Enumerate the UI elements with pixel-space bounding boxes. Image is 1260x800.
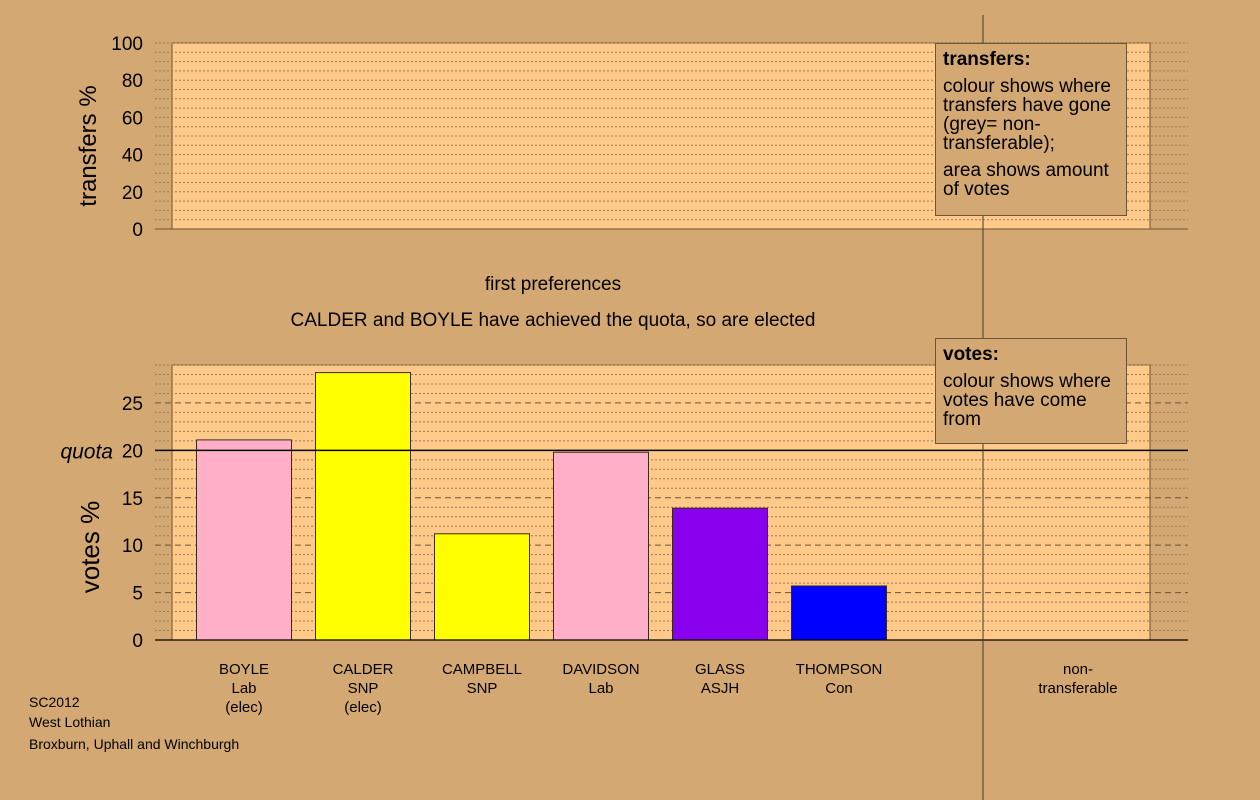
votes-y-tick-label: 10 <box>122 536 143 557</box>
stage-subtitle: CALDER and BOYLE have achieved the quota… <box>291 310 816 331</box>
stage-title: first preferences <box>485 274 621 295</box>
votes-y-axis-label: votes % <box>75 501 105 594</box>
vote-bar <box>196 439 292 641</box>
vote-bar <box>553 451 649 641</box>
vote-bar <box>672 507 768 641</box>
footer-election: SC2012 <box>29 694 80 710</box>
candidate-label-line: SNP <box>348 680 379 697</box>
transfers-y-tick-label: 60 <box>122 108 143 129</box>
vote-bar <box>315 372 411 641</box>
candidate-label-line: SNP <box>467 680 498 697</box>
transfers-legend: transfers: colour shows where transfers … <box>935 43 1127 216</box>
votes-y-tick-label: 15 <box>122 489 143 510</box>
transfers-y-tick-label: 0 <box>132 220 143 241</box>
votes-legend-title: votes: <box>943 344 999 365</box>
transfers-legend-area-note: area shows amount of votes <box>943 160 1109 200</box>
transfers-legend-colour-note: colour shows where transfers have gone (… <box>943 76 1111 154</box>
transfers-y-tick-label: 100 <box>111 34 143 55</box>
candidate-label-line: CAMPBELL <box>442 661 522 678</box>
candidate-label-line: THOMPSON <box>796 661 883 678</box>
candidate-label-line: GLASS <box>695 661 745 678</box>
votes-y-tick-label: 25 <box>122 394 143 415</box>
nontransferable-label-line: non- <box>1063 661 1093 678</box>
votes-legend-colour-note: colour shows where votes have come from <box>943 371 1111 430</box>
candidate-label-line: DAVIDSON <box>562 661 639 678</box>
transfers-y-tick-label: 40 <box>122 146 143 167</box>
candidate-label-line: (elec) <box>225 699 263 716</box>
footer-ward: Broxburn, Uphall and Winchburgh <box>29 736 240 752</box>
footer-council: West Lothian <box>29 714 111 730</box>
vote-bar <box>434 533 530 641</box>
candidate-label-line: Lab <box>231 680 256 697</box>
votes-y-tick-label: 20 <box>122 441 143 462</box>
candidate-label-line: CALDER <box>333 661 394 678</box>
candidate-label-line: Lab <box>588 680 613 697</box>
candidate-label-line: BOYLE <box>219 661 269 678</box>
nontransferable-label-line: transferable <box>1038 680 1117 697</box>
candidate-label-line: ASJH <box>701 680 739 697</box>
transfers-y-tick-label: 20 <box>122 183 143 204</box>
votes-legend: votes: colour shows where votes have com… <box>935 338 1127 444</box>
candidate-label-line: (elec) <box>344 699 382 716</box>
votes-y-tick-label: 5 <box>132 584 143 605</box>
transfers-y-tick-label: 80 <box>122 71 143 92</box>
transfers-y-axis-label: transfers % <box>75 85 102 206</box>
vote-bar <box>791 585 887 641</box>
candidate-label-line: Con <box>825 680 853 697</box>
votes-y-tick-label: 0 <box>132 631 143 652</box>
quota-label: quota <box>60 440 113 463</box>
transfers-legend-title: transfers: <box>943 49 1031 70</box>
